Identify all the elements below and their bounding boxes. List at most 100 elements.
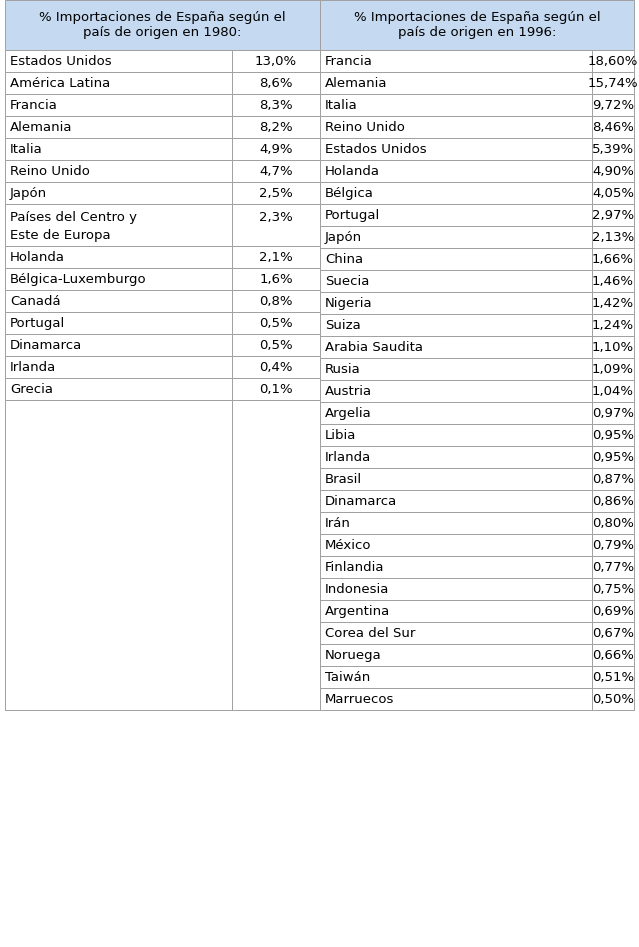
Bar: [320, 292, 592, 314]
Bar: [320, 336, 592, 358]
Bar: [5, 204, 232, 246]
Text: Holanda: Holanda: [325, 165, 380, 177]
Text: 4,90%: 4,90%: [592, 165, 634, 177]
Bar: [592, 468, 634, 490]
Text: Portugal: Portugal: [10, 316, 65, 330]
Bar: [592, 490, 634, 512]
Bar: [320, 358, 592, 380]
Text: Portugal: Portugal: [325, 208, 380, 222]
Text: Canadá: Canadá: [10, 295, 61, 308]
Text: 1,09%: 1,09%: [592, 363, 634, 376]
Bar: [5, 246, 232, 268]
Text: 0,5%: 0,5%: [259, 338, 293, 351]
Bar: [5, 0, 320, 50]
Bar: [592, 270, 634, 292]
Bar: [320, 402, 592, 424]
Text: Suiza: Suiza: [325, 318, 361, 331]
Text: 0,50%: 0,50%: [592, 692, 634, 706]
Bar: [5, 50, 232, 72]
Bar: [5, 356, 232, 378]
Bar: [592, 138, 634, 160]
Bar: [592, 116, 634, 138]
Text: 1,46%: 1,46%: [592, 275, 634, 288]
Bar: [592, 688, 634, 710]
Text: Libia: Libia: [325, 428, 357, 441]
Text: 9,72%: 9,72%: [592, 98, 634, 112]
Bar: [320, 556, 592, 578]
Text: Francia: Francia: [325, 55, 373, 67]
Bar: [320, 204, 592, 226]
Text: Argentina: Argentina: [325, 604, 390, 617]
Bar: [320, 644, 592, 666]
Bar: [320, 424, 592, 446]
Bar: [232, 94, 320, 116]
Text: 8,46%: 8,46%: [592, 120, 634, 134]
Bar: [592, 666, 634, 688]
Bar: [5, 290, 232, 312]
Bar: [320, 622, 592, 644]
Text: Noruega: Noruega: [325, 649, 381, 662]
Bar: [320, 248, 592, 270]
Text: Japón: Japón: [10, 187, 47, 200]
Text: América Latina: América Latina: [10, 77, 111, 90]
Bar: [592, 556, 634, 578]
Bar: [232, 290, 320, 312]
Bar: [592, 204, 634, 226]
Bar: [592, 336, 634, 358]
Bar: [320, 116, 592, 138]
Text: Italia: Italia: [325, 98, 358, 112]
Bar: [592, 314, 634, 336]
Bar: [232, 138, 320, 160]
Text: 0,4%: 0,4%: [259, 361, 293, 373]
Text: Indonesia: Indonesia: [325, 582, 389, 596]
Bar: [592, 292, 634, 314]
Text: 15,74%: 15,74%: [588, 77, 638, 90]
Bar: [320, 182, 592, 204]
Text: 4,05%: 4,05%: [592, 187, 634, 200]
Bar: [232, 334, 320, 356]
Bar: [320, 446, 592, 468]
Text: 8,3%: 8,3%: [259, 98, 293, 112]
Text: Estados Unidos: Estados Unidos: [325, 142, 427, 155]
Text: 0,67%: 0,67%: [592, 627, 634, 639]
Text: Países del Centro y: Países del Centro y: [10, 211, 137, 224]
Text: 1,42%: 1,42%: [592, 296, 634, 310]
Text: Francia: Francia: [10, 98, 58, 112]
Text: 0,8%: 0,8%: [259, 295, 293, 308]
Bar: [5, 334, 232, 356]
Text: 8,6%: 8,6%: [259, 77, 293, 90]
Text: 0,97%: 0,97%: [592, 406, 634, 420]
Bar: [232, 116, 320, 138]
Text: Japón: Japón: [325, 230, 362, 243]
Text: Irán: Irán: [325, 516, 351, 529]
Text: Este de Europa: Este de Europa: [10, 229, 111, 242]
Text: Estados Unidos: Estados Unidos: [10, 55, 112, 67]
Bar: [320, 50, 592, 72]
Text: % Importaciones de España según el
país de origen en 1980:: % Importaciones de España según el país …: [39, 11, 286, 39]
Text: Nigeria: Nigeria: [325, 296, 373, 310]
Text: 4,7%: 4,7%: [259, 165, 293, 177]
Bar: [5, 400, 232, 710]
Text: 0,95%: 0,95%: [592, 451, 634, 463]
Text: Rusia: Rusia: [325, 363, 361, 376]
Text: 0,77%: 0,77%: [592, 561, 634, 574]
Text: 2,5%: 2,5%: [259, 187, 293, 200]
Bar: [320, 314, 592, 336]
Text: Taiwán: Taiwán: [325, 670, 370, 684]
Bar: [320, 600, 592, 622]
Bar: [232, 72, 320, 94]
Text: Alemania: Alemania: [325, 77, 387, 90]
Text: Corea del Sur: Corea del Sur: [325, 627, 415, 639]
Text: 0,95%: 0,95%: [592, 428, 634, 441]
Text: Reino Unido: Reino Unido: [325, 120, 405, 134]
Bar: [592, 512, 634, 534]
Text: 2,13%: 2,13%: [592, 230, 634, 243]
Text: Grecia: Grecia: [10, 383, 53, 396]
Text: 18,60%: 18,60%: [588, 55, 638, 67]
Bar: [232, 50, 320, 72]
Bar: [592, 534, 634, 556]
Text: Finlandia: Finlandia: [325, 561, 385, 574]
Text: 2,1%: 2,1%: [259, 251, 293, 263]
Text: 0,51%: 0,51%: [592, 670, 634, 684]
Text: 8,2%: 8,2%: [259, 120, 293, 134]
